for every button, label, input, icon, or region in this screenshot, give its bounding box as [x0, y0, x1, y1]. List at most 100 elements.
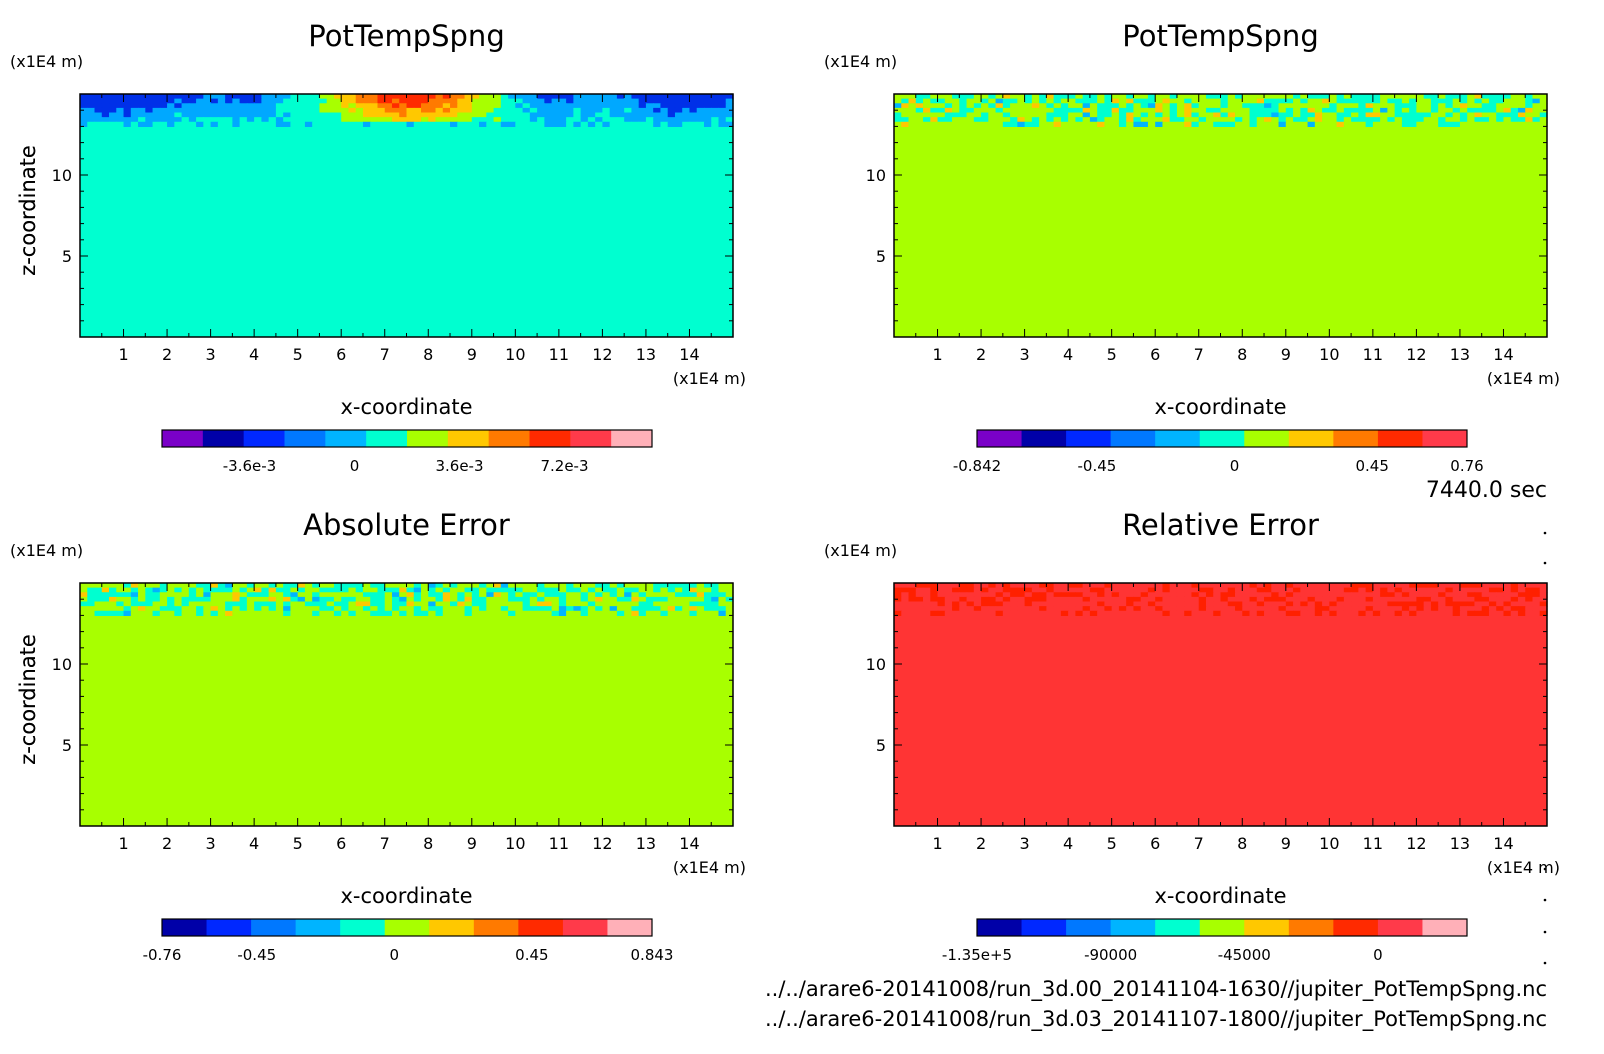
field-cell	[1068, 94, 1076, 100]
field-cell	[348, 601, 357, 607]
field-cell	[181, 98, 190, 104]
field-cell	[370, 592, 379, 598]
field-cell	[544, 107, 553, 114]
field-cell	[1068, 583, 1076, 589]
field-cell	[254, 112, 262, 118]
field-cell	[217, 107, 226, 114]
field-cell	[653, 601, 662, 607]
field-cell	[624, 103, 633, 109]
field-cell	[952, 606, 960, 612]
field-cell	[1394, 117, 1403, 123]
field-cell	[239, 587, 248, 593]
field-cell	[450, 592, 458, 598]
field-cell	[930, 121, 939, 127]
field-cell	[1510, 98, 1519, 104]
field-cell	[1387, 112, 1396, 118]
x-tick-label: 13	[1450, 834, 1470, 853]
field-cell	[609, 592, 618, 598]
field-cell	[145, 601, 154, 607]
field-cell	[1126, 107, 1135, 114]
field-cell	[1205, 583, 1214, 589]
field-cell	[1445, 112, 1454, 118]
field-cell	[377, 121, 386, 127]
field-cell	[923, 117, 931, 123]
field-cell	[587, 121, 596, 127]
field-cell	[123, 117, 132, 123]
field-cell	[703, 596, 712, 603]
field-cell	[312, 121, 321, 127]
field-cell	[319, 94, 328, 100]
field-cell	[674, 117, 683, 123]
field-cell	[915, 103, 924, 109]
field-cell	[915, 583, 924, 589]
field-cell	[522, 107, 531, 114]
field-cell	[1503, 583, 1512, 589]
field-cell	[312, 601, 321, 607]
field-cell	[406, 606, 415, 612]
field-cell	[246, 610, 255, 616]
field-cell	[682, 94, 691, 100]
field-cell	[1358, 117, 1367, 123]
field-cell	[159, 596, 168, 603]
field-cell	[1430, 592, 1439, 598]
field-cell	[1300, 610, 1309, 616]
field-cell	[1147, 587, 1156, 593]
field-cell	[923, 103, 931, 109]
field-cell	[348, 596, 357, 603]
colorbar-swatch	[1333, 430, 1379, 447]
field-cell	[587, 94, 596, 100]
field-cell	[944, 601, 953, 607]
field-cell	[1039, 112, 1047, 118]
colorbar-swatch	[384, 919, 430, 936]
field-cell	[362, 592, 371, 598]
field-cell	[1452, 98, 1461, 104]
field-cell	[966, 121, 975, 127]
field-cell	[138, 610, 146, 616]
field-cell	[130, 583, 139, 589]
field-cell	[1300, 592, 1309, 598]
x-tick-label: 4	[249, 345, 259, 364]
field-cell	[1358, 610, 1367, 616]
field-cell	[1017, 596, 1026, 603]
field-cell	[508, 592, 516, 598]
field-cell	[515, 107, 524, 114]
field-cell	[152, 583, 161, 589]
field-cell	[624, 117, 633, 123]
field-cell	[145, 592, 154, 598]
field-cell	[537, 94, 545, 100]
field-cell	[631, 112, 640, 118]
field-cell	[1307, 587, 1316, 593]
field-cell	[377, 601, 386, 607]
field-cell	[966, 592, 975, 598]
field-cell	[283, 583, 292, 589]
field-cell	[275, 107, 284, 114]
field-cell	[80, 601, 88, 607]
field-cell	[326, 98, 335, 104]
field-cell	[1532, 112, 1541, 118]
field-cell	[595, 94, 603, 100]
field-cell	[1256, 583, 1265, 589]
field-cell	[1394, 103, 1403, 109]
field-cell	[602, 98, 611, 104]
field-cell	[1133, 606, 1142, 612]
field-cell	[348, 117, 357, 123]
x-unit-label: (x1E4 m)	[673, 369, 746, 388]
field-cell	[529, 98, 538, 104]
field-cell	[1256, 117, 1265, 123]
field-cell	[138, 98, 146, 104]
field-cell	[1010, 117, 1018, 123]
field-cell	[1155, 601, 1164, 607]
x-tick-label: 7	[380, 834, 390, 853]
field-cell	[1060, 121, 1069, 127]
field-cell	[638, 98, 647, 104]
field-cell	[1068, 587, 1076, 593]
field-cell	[1285, 107, 1294, 114]
field-cell	[1474, 121, 1483, 127]
field-cell	[966, 610, 975, 616]
field-cell	[1365, 592, 1374, 598]
field-cell	[1264, 94, 1272, 100]
field-cell	[87, 94, 96, 100]
field-cell	[952, 596, 960, 603]
field-cell	[1264, 583, 1272, 589]
field-cell	[894, 98, 902, 104]
